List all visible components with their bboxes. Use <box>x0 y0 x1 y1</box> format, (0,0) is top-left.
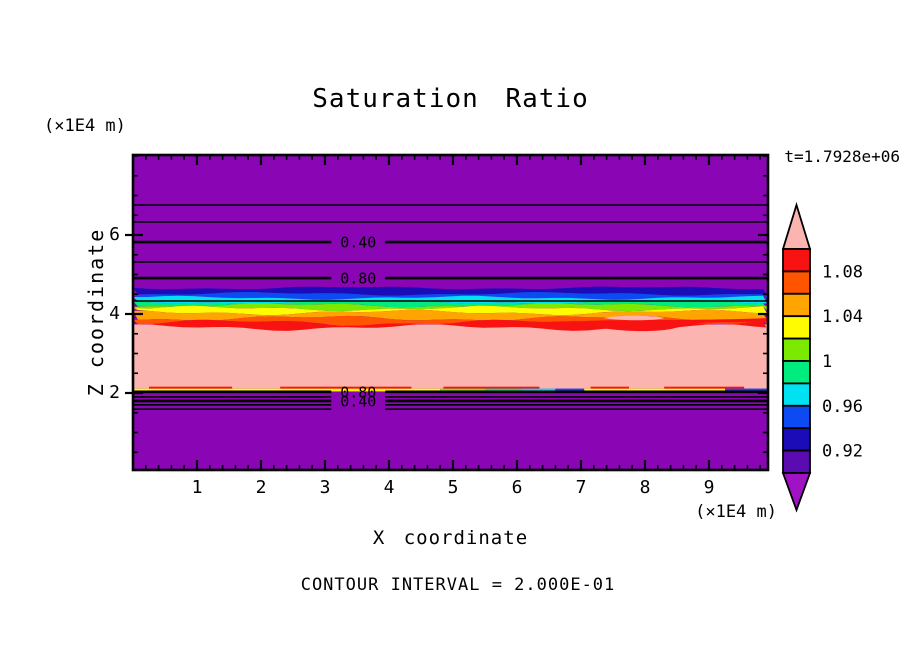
timestamp-label: t=1.7928e+06 <box>784 147 900 166</box>
contour-label: 0.80 <box>340 270 376 288</box>
red-dash <box>443 386 540 389</box>
y-axis-unit-label: (×1E4 m) <box>44 116 126 136</box>
x-tick-label: 1 <box>191 477 203 498</box>
colorbar-box <box>782 315 811 340</box>
x-tick-label: 7 <box>575 477 587 498</box>
x-tick-label: 8 <box>639 477 651 498</box>
red-dash <box>664 386 745 389</box>
colorbar-box <box>782 360 811 385</box>
y-tick-label: 2 <box>109 382 120 403</box>
colorbar-box <box>782 337 811 362</box>
colorbar-box <box>782 248 811 273</box>
transition-line-segment <box>555 388 585 392</box>
transition-line-segment <box>485 388 521 392</box>
saturation-band <box>133 300 768 309</box>
colorbar-box <box>782 292 811 318</box>
contour-label: 0.40 <box>340 234 376 252</box>
transition-line-segment <box>440 388 485 392</box>
colorbar-label: 0.96 <box>822 397 863 417</box>
transition-line-segment <box>725 388 768 392</box>
colorbar-label: 1.08 <box>822 262 863 282</box>
x-axis-title: X coordinate <box>372 527 529 549</box>
colorbar: 1.08 1.04 1 0.96 0.92 <box>781 201 863 513</box>
plot-frame <box>131 153 770 472</box>
x-tick-label: 9 <box>703 477 715 498</box>
x-tick-label: 4 <box>383 477 395 498</box>
saturation-band <box>133 303 768 312</box>
field-pink-region <box>133 324 768 389</box>
plot-title: Saturation Ratio <box>312 84 589 114</box>
contour-interval-caption: CONTOUR INTERVAL = 2.000E-01 <box>300 575 616 595</box>
colorbar-label: 0.92 <box>822 442 863 462</box>
contour-label: 0.80 <box>340 383 376 401</box>
colorbar-below-arrow <box>781 472 812 513</box>
red-dash <box>280 386 412 389</box>
colorbar-box <box>782 404 811 430</box>
x-tick-label: 2 <box>255 477 267 498</box>
contour-label: 0.40 <box>340 392 376 410</box>
transition-line-segment <box>584 388 725 392</box>
colorbar-box <box>782 270 811 295</box>
saturation-band <box>133 309 768 322</box>
red-dash <box>590 386 629 389</box>
x-axis-unit-label: (×1E4 m) <box>695 502 777 522</box>
colorbar-label: 1.04 <box>822 307 863 327</box>
saturation-band <box>133 305 768 316</box>
transition-line-segment <box>520 388 556 392</box>
colorbar-label: 1 <box>822 352 832 372</box>
pink-streak <box>603 315 665 321</box>
saturation-band <box>133 292 768 301</box>
colorbar-box <box>782 427 811 452</box>
y-tick-label: 6 <box>109 224 120 245</box>
colorbar-above-arrow <box>781 201 812 250</box>
contour-plot-area: 0.400.800.800.40 <box>125 153 770 472</box>
x-tick-label: 6 <box>511 477 523 498</box>
colorbar-box <box>782 449 811 474</box>
red-wisp <box>585 318 768 332</box>
saturation-band <box>133 286 768 297</box>
red-dash <box>149 386 233 389</box>
transition-line-segment <box>133 388 441 392</box>
x-tick-label: 5 <box>447 477 459 498</box>
y-tick-label: 4 <box>109 303 120 324</box>
colorbar-box <box>782 382 811 407</box>
x-tick-label: 3 <box>319 477 331 498</box>
